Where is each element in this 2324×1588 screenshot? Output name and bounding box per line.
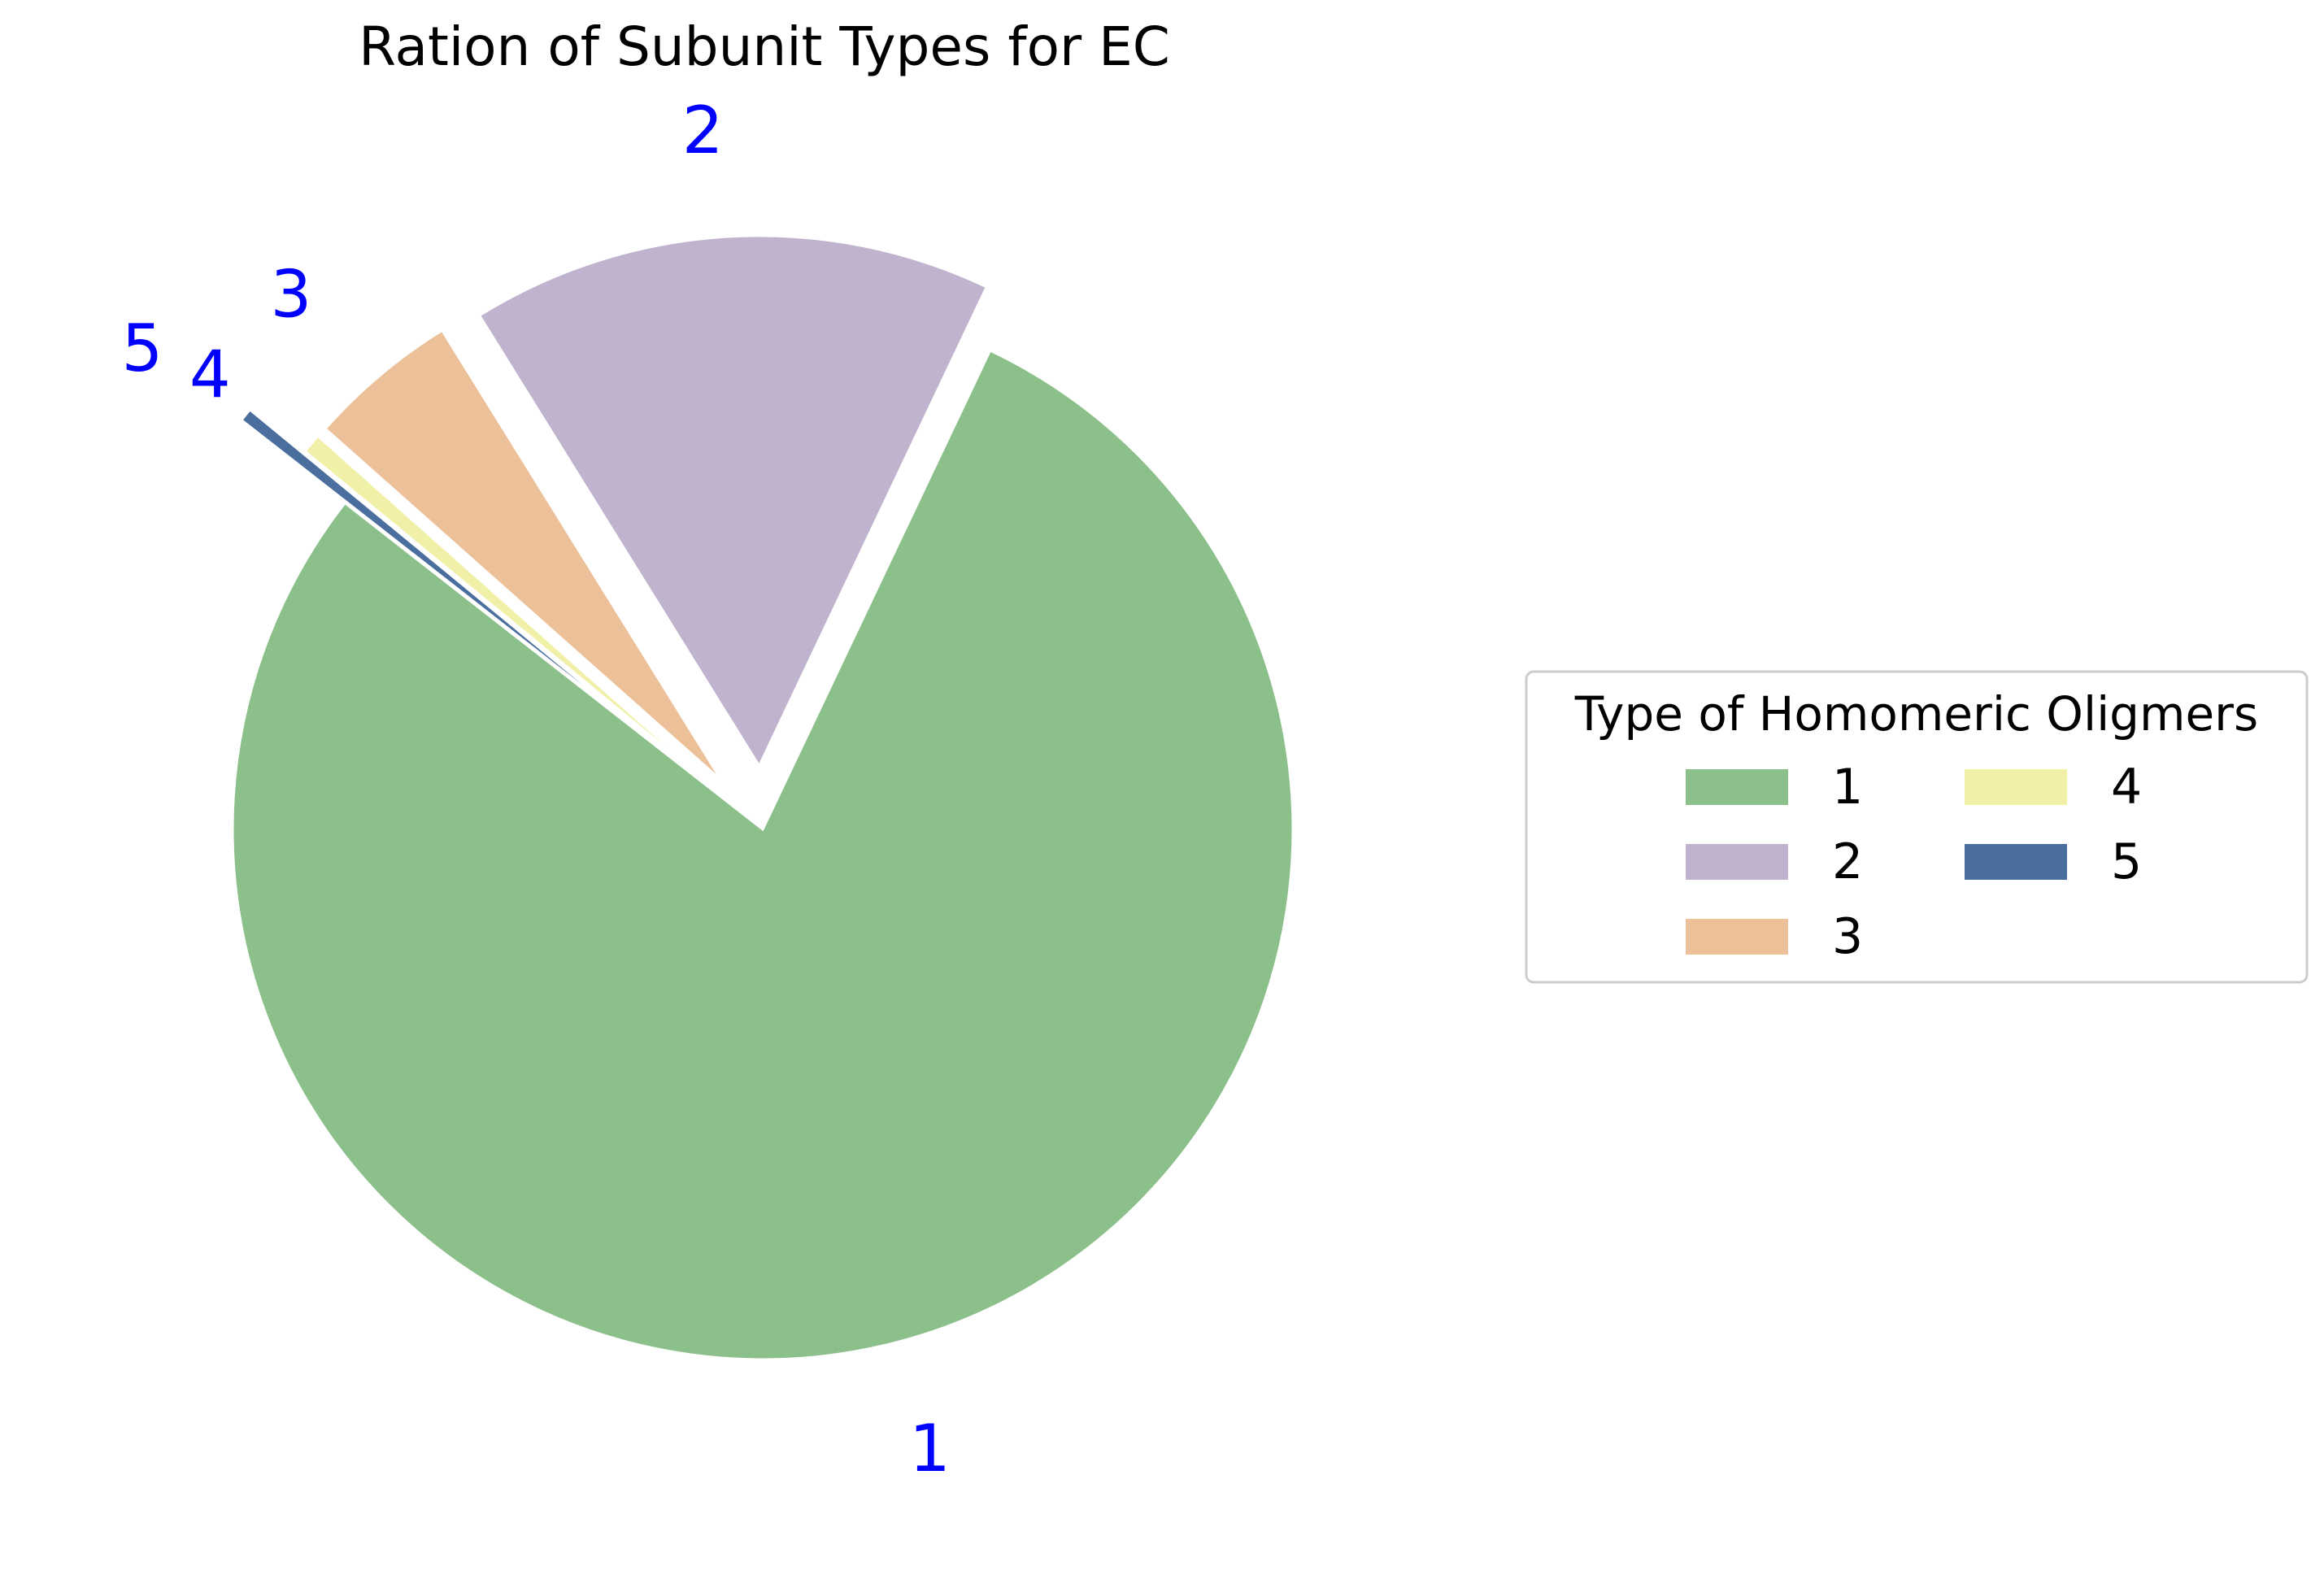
legend-swatch-5 xyxy=(1965,844,2067,880)
legend: Type of Homomeric Oligmers 1 2 3 4 5 xyxy=(1525,670,2309,984)
slice-label-4: 4 xyxy=(189,337,231,412)
legend-swatch-2 xyxy=(1686,844,1788,880)
legend-label-2: 2 xyxy=(1832,833,1863,890)
pie-slice-2 xyxy=(477,234,989,769)
slice-label-1: 1 xyxy=(909,1411,951,1486)
slice-labels: 1 2 345 xyxy=(121,93,950,1486)
slice-label-2: 2 xyxy=(682,93,724,168)
legend-title: Type of Homomeric Oligmers xyxy=(1574,686,2259,742)
legend-label-4: 4 xyxy=(2111,759,2142,816)
legend-label-1: 1 xyxy=(1832,759,1863,816)
legend-items: 1 2 3 4 5 xyxy=(1686,759,2142,965)
slice-label-5: 5 xyxy=(121,311,163,386)
pie-slice-4 xyxy=(302,434,716,790)
legend-swatch-4 xyxy=(1965,769,2067,805)
legend-label-3: 3 xyxy=(1832,908,1863,965)
legend-frame xyxy=(1525,670,2309,984)
pie-slice-1 xyxy=(231,349,1295,1361)
legend-label-5: 5 xyxy=(2111,833,2142,890)
pie-slice-5 xyxy=(239,407,660,748)
slice-label-3: 3 xyxy=(271,256,312,332)
chart-title: Ration of Subunit Types for EC xyxy=(359,15,1170,78)
pie-slices xyxy=(231,234,1295,1361)
legend-swatch-1 xyxy=(1686,769,1788,805)
pie-slice-3 xyxy=(323,328,723,782)
legend-swatch-3 xyxy=(1686,919,1788,955)
